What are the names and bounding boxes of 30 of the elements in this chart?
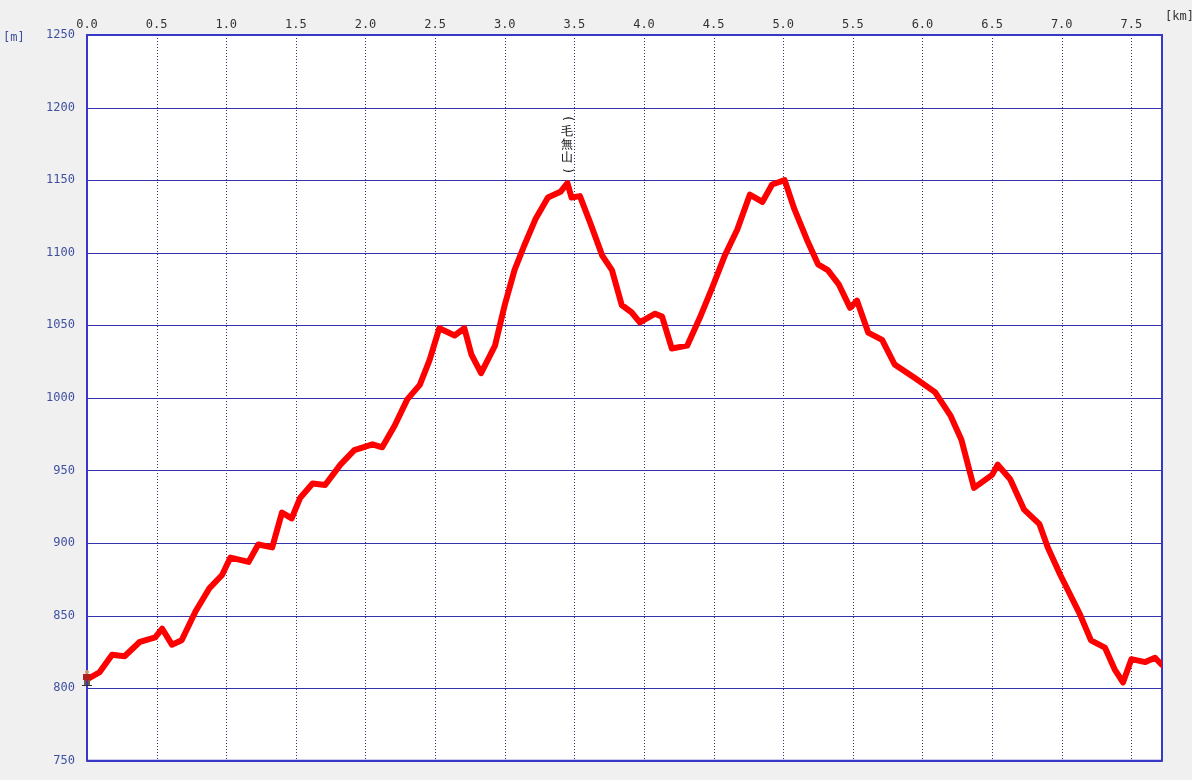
x-tick-label: 3.0	[493, 16, 516, 31]
x-tick-label: 4.5	[702, 16, 725, 31]
x-tick-label: 4.0	[633, 16, 655, 31]
y-tick-label: 1250	[46, 27, 75, 42]
y-tick-label: 800	[53, 680, 75, 695]
y-tick-label: 1150	[46, 172, 75, 187]
y-tick-label: 1050	[46, 317, 75, 332]
y-tick-label: 850	[53, 607, 75, 622]
x-tick-label: 2.5	[424, 16, 446, 31]
x-axis-title: [km]	[1165, 9, 1192, 24]
y-tick-label: 1200	[46, 99, 75, 114]
x-tick-label: 2.0	[354, 16, 377, 31]
x-tick-label: 1.0	[215, 16, 238, 31]
x-tick-label: 6.0	[911, 16, 934, 31]
x-tick-label: 7.0	[1050, 16, 1073, 31]
annotation: (毛無山)	[561, 116, 576, 173]
x-tick-label: 1.5	[285, 16, 307, 31]
y-tick-label: 1100	[46, 244, 75, 259]
y-axis-title: [m]	[3, 30, 25, 45]
y-tick-label: 900	[53, 535, 75, 550]
x-tick-label: 5.5	[842, 16, 864, 31]
x-tick-label: 0.5	[145, 16, 168, 31]
x-tick-label: 5.0	[772, 16, 795, 31]
x-tick-label: 6.5	[981, 16, 1003, 31]
x-tick-label: 3.5	[563, 16, 586, 31]
y-tick-label: 750	[53, 752, 75, 767]
y-tick-label: 1000	[46, 390, 75, 405]
x-tick-label: 0.0	[76, 16, 98, 31]
y-tick-label: 950	[53, 462, 75, 477]
x-tick-label: 7.5	[1120, 16, 1143, 31]
